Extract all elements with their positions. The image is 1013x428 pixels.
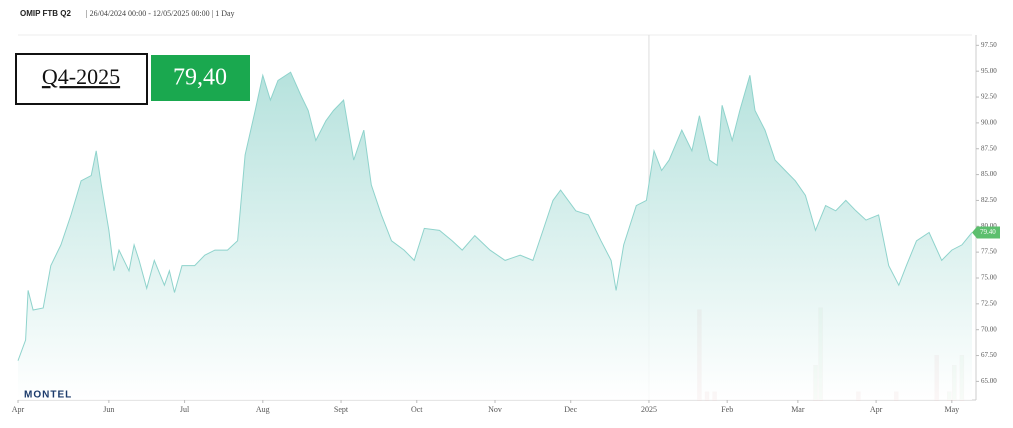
last-value-label: 79.40 [980, 228, 996, 236]
x-tick-label: Apr [12, 405, 25, 414]
y-tick-label: 67.50 [981, 351, 997, 359]
x-tick-label: 2025 [641, 405, 657, 414]
y-tick-label: 75.00 [981, 274, 997, 282]
last-value-tag [972, 226, 1000, 239]
x-tick-label: Dec [564, 405, 577, 414]
contract-label: Q4-2025 [42, 64, 120, 89]
y-tick-label: 87.50 [981, 144, 997, 152]
plot: 65.00 67.50 70.00 72.50 75.00 77.50 80.00 82.50… [12, 34, 1000, 414]
x-tick-label: Apr [870, 405, 883, 414]
y-tick-label: 85.00 [981, 170, 997, 178]
y-tick-label: 65.00 [981, 377, 997, 385]
x-tick-label: Mar [791, 405, 805, 414]
area [18, 72, 972, 400]
x-tick-label: Feb [721, 405, 733, 414]
x-tick-label: Sept [334, 405, 349, 414]
y-tick-label: 70.00 [981, 325, 997, 333]
y-tick-label: 95.00 [981, 67, 997, 75]
contract-box [15, 53, 148, 105]
logo: MONTEL [24, 390, 72, 401]
x-tick-label: Oct [411, 405, 423, 414]
price-box [151, 55, 250, 101]
y-tick-label: 80.00 [981, 222, 997, 230]
chart-title: OMIP FTB Q2 [20, 9, 72, 18]
y-tick-label: 77.50 [981, 248, 997, 256]
chart-subtitle: | 26/04/2024 00:00 - 12/05/2025 00:00 | … [86, 9, 235, 18]
x-tick-label: Jun [103, 405, 114, 414]
y-tick-label: 82.50 [981, 196, 997, 204]
x-tick-label: Nov [488, 405, 502, 414]
y-tick-label: 72.50 [981, 299, 997, 307]
x-tick-label: May [944, 405, 959, 414]
y-tick-label: 97.50 [981, 41, 997, 49]
y-tick-label: 90.00 [981, 118, 997, 126]
x-tick-label: Aug [256, 405, 270, 414]
price-label: 79,40 [173, 65, 227, 91]
line [17, 71, 973, 361]
y-tick-label: 92.50 [981, 93, 997, 101]
x-tick-label: Jul [180, 405, 190, 414]
